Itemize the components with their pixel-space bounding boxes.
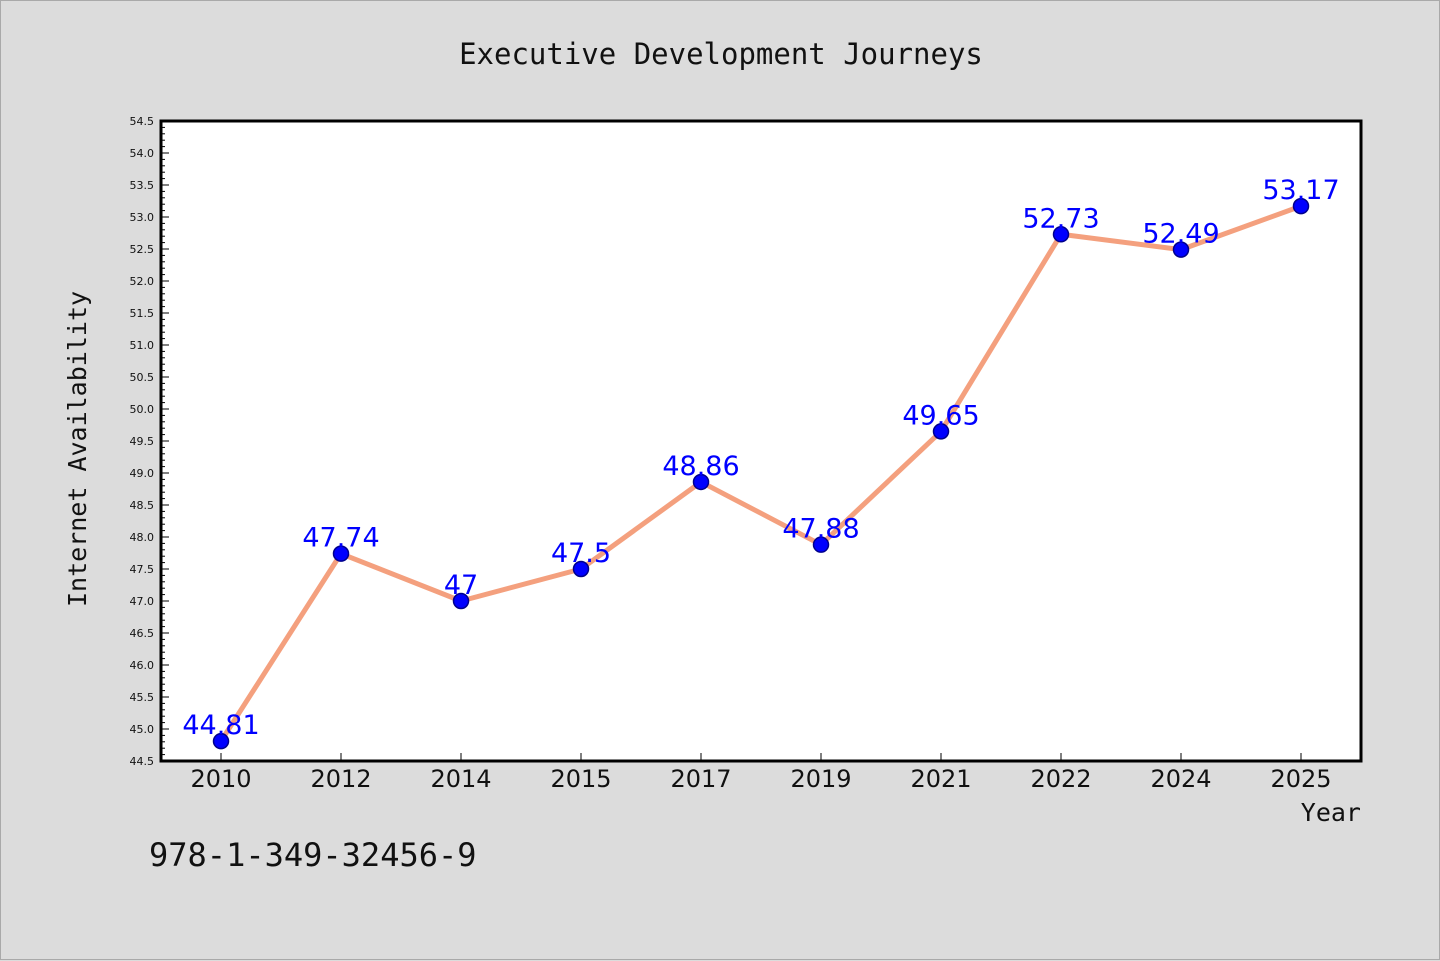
y-tick-label: 54.5 bbox=[130, 115, 155, 128]
y-tick-label: 49.5 bbox=[130, 435, 155, 448]
series-line bbox=[218, 203, 1302, 743]
y-tick-label: 50.0 bbox=[130, 403, 155, 416]
data-point bbox=[812, 536, 830, 553]
y-tick-label: 46.5 bbox=[130, 627, 155, 640]
x-tick-label: 2024 bbox=[1150, 765, 1211, 793]
data-label: 48.86 bbox=[662, 451, 739, 482]
data-label: 53.17 bbox=[1262, 175, 1339, 206]
y-tick-label: 52.0 bbox=[130, 275, 155, 288]
y-tick-label: 47.0 bbox=[130, 595, 155, 608]
x-axis: 2010 2012 2014 2015 2017 2019 2021 2022 2024 2025 bbox=[190, 753, 1332, 793]
plot-area bbox=[159, 119, 1363, 763]
y-tick-label: 48.0 bbox=[130, 531, 155, 544]
y-tick-label: 47.5 bbox=[130, 563, 155, 576]
x-tick-label: 2012 bbox=[310, 765, 371, 793]
data-point bbox=[332, 545, 350, 562]
y-tick-label: 54.0 bbox=[130, 147, 155, 160]
data-point bbox=[572, 560, 590, 578]
x-tick-label: 2014 bbox=[430, 765, 491, 793]
x-tick-label: 2022 bbox=[1030, 765, 1091, 793]
x-tick-label: 2010 bbox=[190, 765, 251, 793]
y-tick-label: 45.5 bbox=[130, 691, 155, 704]
y-tick-label: 44.5 bbox=[130, 755, 155, 768]
y-tick-label: 51.5 bbox=[130, 307, 155, 320]
x-axis-label: Year bbox=[1301, 798, 1361, 827]
series-markers bbox=[212, 197, 1310, 750]
y-tick-label: 48.5 bbox=[130, 499, 155, 512]
data-label: 44.81 bbox=[182, 710, 259, 741]
data-point bbox=[1052, 226, 1070, 243]
y-axis-label: Internet Availability bbox=[63, 291, 92, 607]
data-point bbox=[1172, 241, 1190, 258]
y-tick-label: 49.0 bbox=[130, 467, 155, 480]
x-tick-label: 2019 bbox=[790, 765, 851, 793]
data-label: 47 bbox=[444, 570, 478, 601]
y-tick-label: 50.5 bbox=[130, 371, 155, 384]
data-label: 52.49 bbox=[1142, 219, 1219, 250]
data-point bbox=[212, 732, 230, 750]
data-point bbox=[1292, 197, 1310, 215]
y-tick-label: 53.5 bbox=[130, 179, 155, 192]
footnote-isbn: 978-1-349-32456-9 bbox=[149, 836, 477, 874]
x-tick-label: 2017 bbox=[670, 765, 731, 793]
data-label: 52.73 bbox=[1022, 203, 1099, 234]
data-label: 47.5 bbox=[551, 538, 611, 569]
y-tick-label: 51.0 bbox=[130, 339, 155, 352]
x-tick-label: 2025 bbox=[1270, 765, 1331, 793]
y-tick-label: 46.0 bbox=[130, 659, 155, 672]
data-point bbox=[452, 592, 470, 610]
data-label: 49.65 bbox=[902, 400, 979, 431]
data-label: 47.88 bbox=[782, 514, 859, 545]
data-label: 47.74 bbox=[302, 523, 379, 554]
data-point bbox=[932, 423, 950, 440]
x-tick-label: 2021 bbox=[910, 765, 971, 793]
data-point bbox=[692, 473, 710, 491]
y-tick-label: 53.0 bbox=[130, 211, 155, 224]
y-tick-label: 45.0 bbox=[130, 723, 155, 736]
y-axis: 44.5 45.0 45.5 46.0 46.5 47.0 47.5 48.0 48.5 49.0… bbox=[130, 115, 169, 768]
x-tick-label: 2015 bbox=[550, 765, 611, 793]
y-tick-label: 52.5 bbox=[130, 243, 155, 256]
chart-title: Executive Development Journeys bbox=[459, 37, 983, 71]
data-labels: 44.81 47.74 47 47.5 48.86 47.88 49.65 52.73 52.4… bbox=[182, 175, 1339, 741]
